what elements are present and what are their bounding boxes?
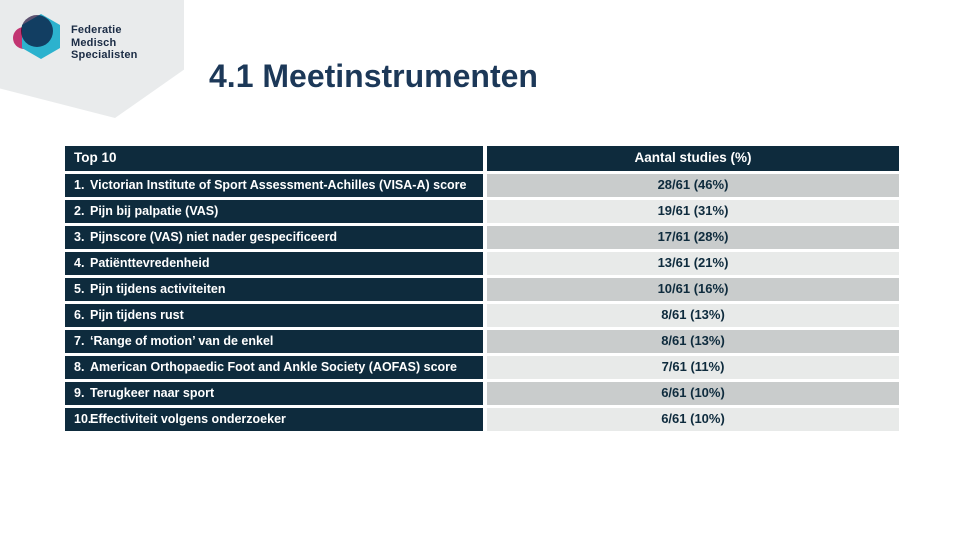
instrument-label: Pijn tijdens rust xyxy=(90,308,184,322)
instrument-cell: 3. Pijnscore (VAS) niet nader gespecific… xyxy=(65,226,483,249)
table-row: 6. Pijn tijdens rust 8/61 (13%) xyxy=(65,304,899,327)
logo-word-1: Federatie xyxy=(71,24,122,36)
rank-number: 10. xyxy=(74,412,92,426)
logo-word-2: Medisch xyxy=(71,36,117,49)
table-row: 4. Patiënttevredenheid 13/61 (21%) xyxy=(65,252,899,275)
instrument-cell: 9. Terugkeer naar sport xyxy=(65,382,483,405)
studies-cell: 6/61 (10%) xyxy=(487,408,899,431)
rank-number: 4. xyxy=(74,256,85,270)
rank-number: 5. xyxy=(74,282,85,296)
table-row: 7. ‘Range of motion’ van de enkel 8/61 (… xyxy=(65,330,899,353)
rank-number: 1. xyxy=(74,178,85,192)
fms-logo-icon xyxy=(13,14,60,59)
instrument-cell: 2. Pijn bij palpatie (VAS) xyxy=(65,200,483,223)
header-aantal-studies: Aantal studies (%) xyxy=(487,146,899,171)
header-top10: Top 10 xyxy=(65,146,483,171)
table-row: 5. Pijn tijdens activiteiten 10/61 (16%) xyxy=(65,278,899,301)
instrument-cell: 10. Effectiviteit volgens onderzoeker xyxy=(65,408,483,431)
table-row: 10. Effectiviteit volgens onderzoeker 6/… xyxy=(65,408,899,431)
studies-cell: 8/61 (13%) xyxy=(487,304,899,327)
instrument-label: Pijn bij palpatie (VAS) xyxy=(90,204,219,218)
instrument-label: American Orthopaedic Foot and Ankle Soci… xyxy=(90,360,457,374)
logo-word-3: Specialisten xyxy=(71,49,138,61)
rank-number: 7. xyxy=(74,334,85,348)
instrument-cell: 4. Patiënttevredenheid xyxy=(65,252,483,275)
studies-cell: 6/61 (10%) xyxy=(487,382,899,405)
rank-number: 8. xyxy=(74,360,85,374)
instrument-cell: 8. American Orthopaedic Foot and Ankle S… xyxy=(65,356,483,379)
instrument-label: Terugkeer naar sport xyxy=(90,386,215,400)
instrument-label: Pijn tijdens activiteiten xyxy=(90,282,226,296)
instrument-label: Effectiviteit volgens onderzoeker xyxy=(90,412,286,426)
table-row: 9. Terugkeer naar sport 6/61 (10%) xyxy=(65,382,899,405)
studies-cell: 17/61 (28%) xyxy=(487,226,899,249)
rank-number: 2. xyxy=(74,204,85,218)
instrument-cell: 6. Pijn tijdens rust xyxy=(65,304,483,327)
instrument-label: Victorian Institute of Sport Assessment-… xyxy=(90,178,467,192)
rank-number: 6. xyxy=(74,308,85,322)
studies-cell: 13/61 (21%) xyxy=(487,252,899,275)
instrument-label: Patiënttevredenheid xyxy=(90,256,210,270)
studies-cell: 10/61 (16%) xyxy=(487,278,899,301)
instrument-cell: 7. ‘Range of motion’ van de enkel xyxy=(65,330,483,353)
studies-cell: 7/61 (11%) xyxy=(487,356,899,379)
instrument-cell: 1. Victorian Institute of Sport Assessme… xyxy=(65,174,483,197)
table-row: 2. Pijn bij palpatie (VAS) 19/61 (31%) xyxy=(65,200,899,223)
studies-cell: 28/61 (46%) xyxy=(487,174,899,197)
studies-cell: 19/61 (31%) xyxy=(487,200,899,223)
slide-title: 4.1 Meetinstrumenten xyxy=(209,58,538,94)
table-header-row: Top 10 Aantal studies (%) xyxy=(65,146,899,171)
instrument-cell: 5. Pijn tijdens activiteiten xyxy=(65,278,483,301)
fms-logo-wordmark: Federatie Medisch Specialisten xyxy=(71,24,138,62)
measurement-instruments-table: Top 10 Aantal studies (%) 1. Victorian I… xyxy=(65,146,899,431)
table-row: 8. American Orthopaedic Foot and Ankle S… xyxy=(65,356,899,379)
rank-number: 3. xyxy=(74,230,85,244)
instrument-label: ‘Range of motion’ van de enkel xyxy=(90,334,274,348)
rank-number: 9. xyxy=(74,386,85,400)
table-row: 3. Pijnscore (VAS) niet nader gespecific… xyxy=(65,226,899,249)
instrument-label: Pijnscore (VAS) niet nader gespecificeer… xyxy=(90,230,338,244)
studies-cell: 8/61 (13%) xyxy=(487,330,899,353)
table-row: 1. Victorian Institute of Sport Assessme… xyxy=(65,174,899,197)
